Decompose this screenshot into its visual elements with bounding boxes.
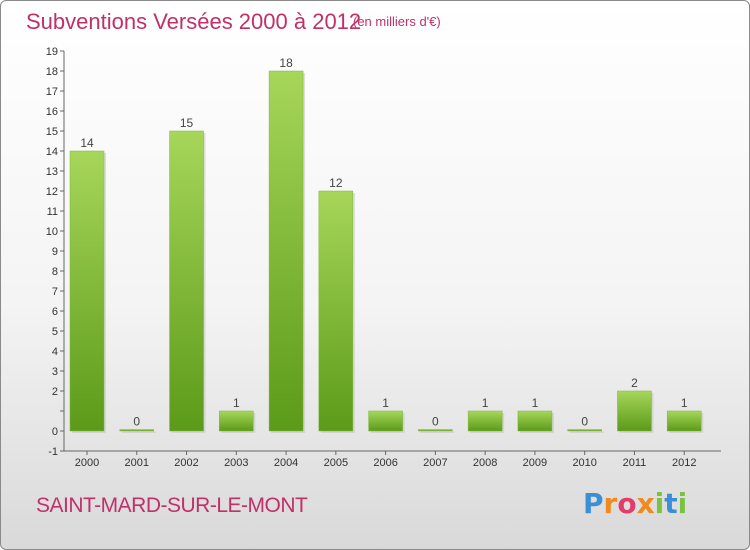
y-tick-label: 11	[47, 206, 58, 218]
y-tick-label: 4	[52, 346, 58, 358]
x-tick-label-2004: 2004	[274, 457, 298, 469]
bar-2004	[268, 70, 304, 432]
bar-2007	[418, 429, 453, 432]
y-tick-label: 15	[46, 126, 58, 138]
data-label-2012: 1	[681, 396, 688, 410]
data-label-2008: 1	[482, 396, 489, 410]
y-tick-label: 12	[46, 186, 58, 198]
y-tick-label: 18	[46, 66, 58, 78]
y-tick-label: 7	[52, 286, 58, 298]
labels: 14 0 15 1 18 12 1 0 1 1 0 2 1	[80, 56, 688, 429]
y-tick-label: 5	[52, 326, 58, 338]
data-label-2009: 1	[532, 396, 539, 410]
data-label-2002: 15	[180, 116, 194, 130]
y-tick-label: 6	[52, 306, 58, 318]
bar-2000	[69, 150, 105, 432]
y-tick-label: 0	[52, 426, 58, 438]
chart-title: Subventions Versées 2000 à 2012	[26, 9, 362, 34]
bar-2006	[368, 410, 403, 432]
bar-2010	[567, 429, 602, 432]
x-tick-label-2011: 2011	[623, 457, 647, 469]
bar-2008	[467, 410, 503, 432]
x-tick-label-2009: 2009	[523, 457, 547, 469]
bar-shadow	[569, 431, 604, 433]
bar-shadow	[121, 431, 156, 433]
commune-name: SAINT-MARD-SUR-LE-MONT	[36, 494, 308, 517]
y-tick-label: 2	[52, 386, 58, 398]
y-tick-label: 8	[52, 266, 58, 278]
x-tick-label-2002: 2002	[174, 457, 198, 469]
bar-shadow	[420, 431, 455, 433]
bar-2011	[617, 390, 652, 432]
bar-2012	[666, 410, 702, 432]
data-label-2004: 18	[279, 56, 293, 70]
bar-2003	[219, 410, 254, 432]
y-tick-label: 17	[46, 86, 58, 98]
data-label-2001: 0	[133, 415, 140, 429]
y-tick-label: 19	[46, 46, 58, 58]
y-tick-label: -1	[48, 446, 58, 458]
x-tick-label-2008: 2008	[473, 457, 497, 469]
proxiti-logo: Proxiti	[583, 487, 688, 520]
x-tick-label-2001: 2001	[125, 457, 149, 469]
bar-2009	[517, 410, 553, 432]
bar-2005	[318, 190, 354, 432]
data-label-2006: 1	[382, 396, 389, 410]
y-tick-label: 9	[52, 246, 58, 258]
x-tick-label-2003: 2003	[224, 457, 248, 469]
y-tick-label: 3	[52, 366, 58, 378]
data-label-2000: 14	[80, 136, 94, 150]
data-label-2005: 12	[329, 176, 343, 190]
data-label-2003: 1	[233, 396, 240, 410]
x-tick-label-2005: 2005	[324, 457, 348, 469]
y-tick-label: 16	[46, 106, 58, 118]
data-label-2010: 0	[581, 415, 588, 429]
x-tick-label-2012: 2012	[672, 457, 696, 469]
y-tick-label: 14	[46, 146, 58, 158]
data-label-2011: 2	[631, 376, 638, 390]
x-tick-label-2010: 2010	[572, 457, 596, 469]
y-tick-label: 10	[46, 226, 58, 238]
bar-2002	[169, 130, 204, 432]
x-tick-label-2007: 2007	[423, 457, 447, 469]
y-tick-label: 13	[46, 166, 58, 178]
x-tick-label-2006: 2006	[373, 457, 397, 469]
data-label-2007: 0	[432, 415, 439, 429]
x-tick-label-2000: 2000	[75, 457, 99, 469]
bar-2001	[119, 429, 155, 432]
chart-subtitle: (en milliers d'€)	[353, 14, 441, 29]
bars	[69, 70, 704, 433]
